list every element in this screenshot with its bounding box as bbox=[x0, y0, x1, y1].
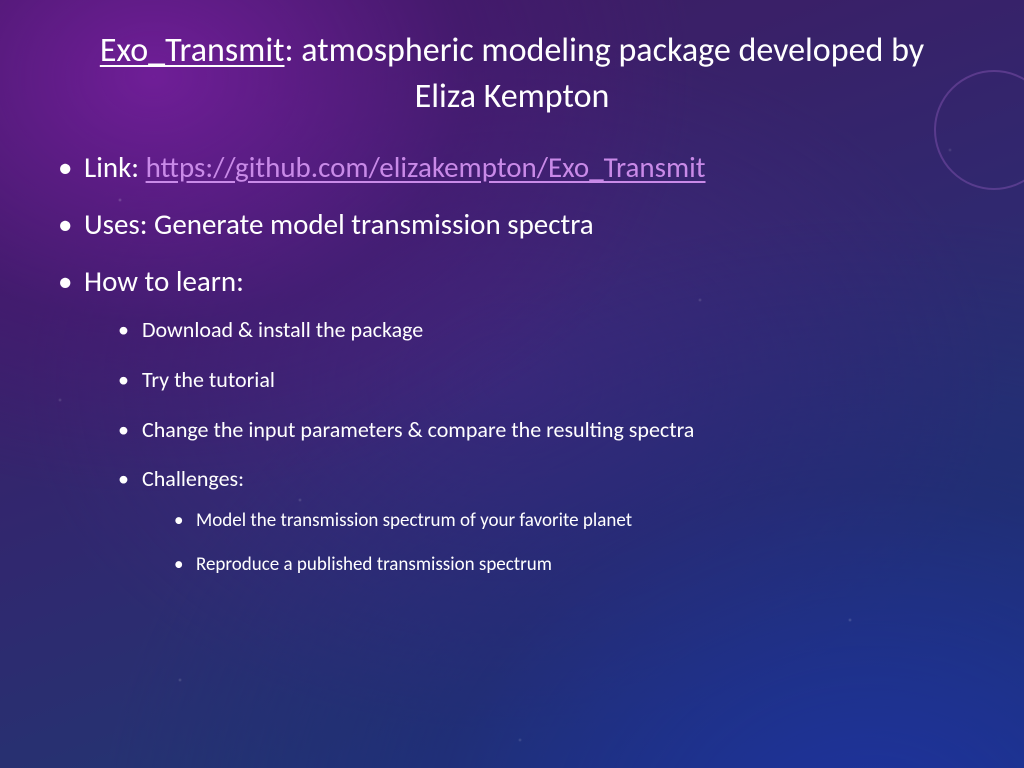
howto-challenges: Challenges: Model the transmission spect… bbox=[112, 464, 974, 577]
howto-item: Try the tutorial bbox=[112, 365, 974, 395]
howto-item: Change the input parameters & compare th… bbox=[112, 415, 974, 445]
title-emphasis: Exo_Transmit bbox=[100, 30, 285, 71]
link-prefix: Link: bbox=[84, 149, 146, 185]
challenges-label: Challenges: bbox=[142, 465, 244, 492]
slide-title: Exo_Transmit: atmospheric modeling packa… bbox=[50, 28, 974, 120]
bullet-link: Link: https://github.com/elizakempton/Ex… bbox=[50, 148, 974, 187]
github-link[interactable]: https://github.com/elizakempton/Exo_Tran… bbox=[146, 149, 706, 185]
howto-label: How to learn: bbox=[84, 263, 244, 299]
bullet-list: Link: https://github.com/elizakempton/Ex… bbox=[50, 148, 974, 577]
slide: Exo_Transmit: atmospheric modeling packa… bbox=[0, 0, 1024, 768]
bullet-howto: How to learn: Download & install the pac… bbox=[50, 262, 974, 577]
howto-item: Download & install the package bbox=[112, 315, 974, 345]
howto-list: Download & install the package Try the t… bbox=[84, 315, 974, 577]
challenge-item: Reproduce a published transmission spect… bbox=[170, 552, 974, 578]
title-rest: : atmospheric modeling package developed… bbox=[285, 30, 925, 117]
bullet-uses: Uses: Generate model transmission spectr… bbox=[50, 205, 974, 244]
challenges-list: Model the transmission spectrum of your … bbox=[142, 508, 974, 577]
challenge-item: Model the transmission spectrum of your … bbox=[170, 508, 974, 534]
